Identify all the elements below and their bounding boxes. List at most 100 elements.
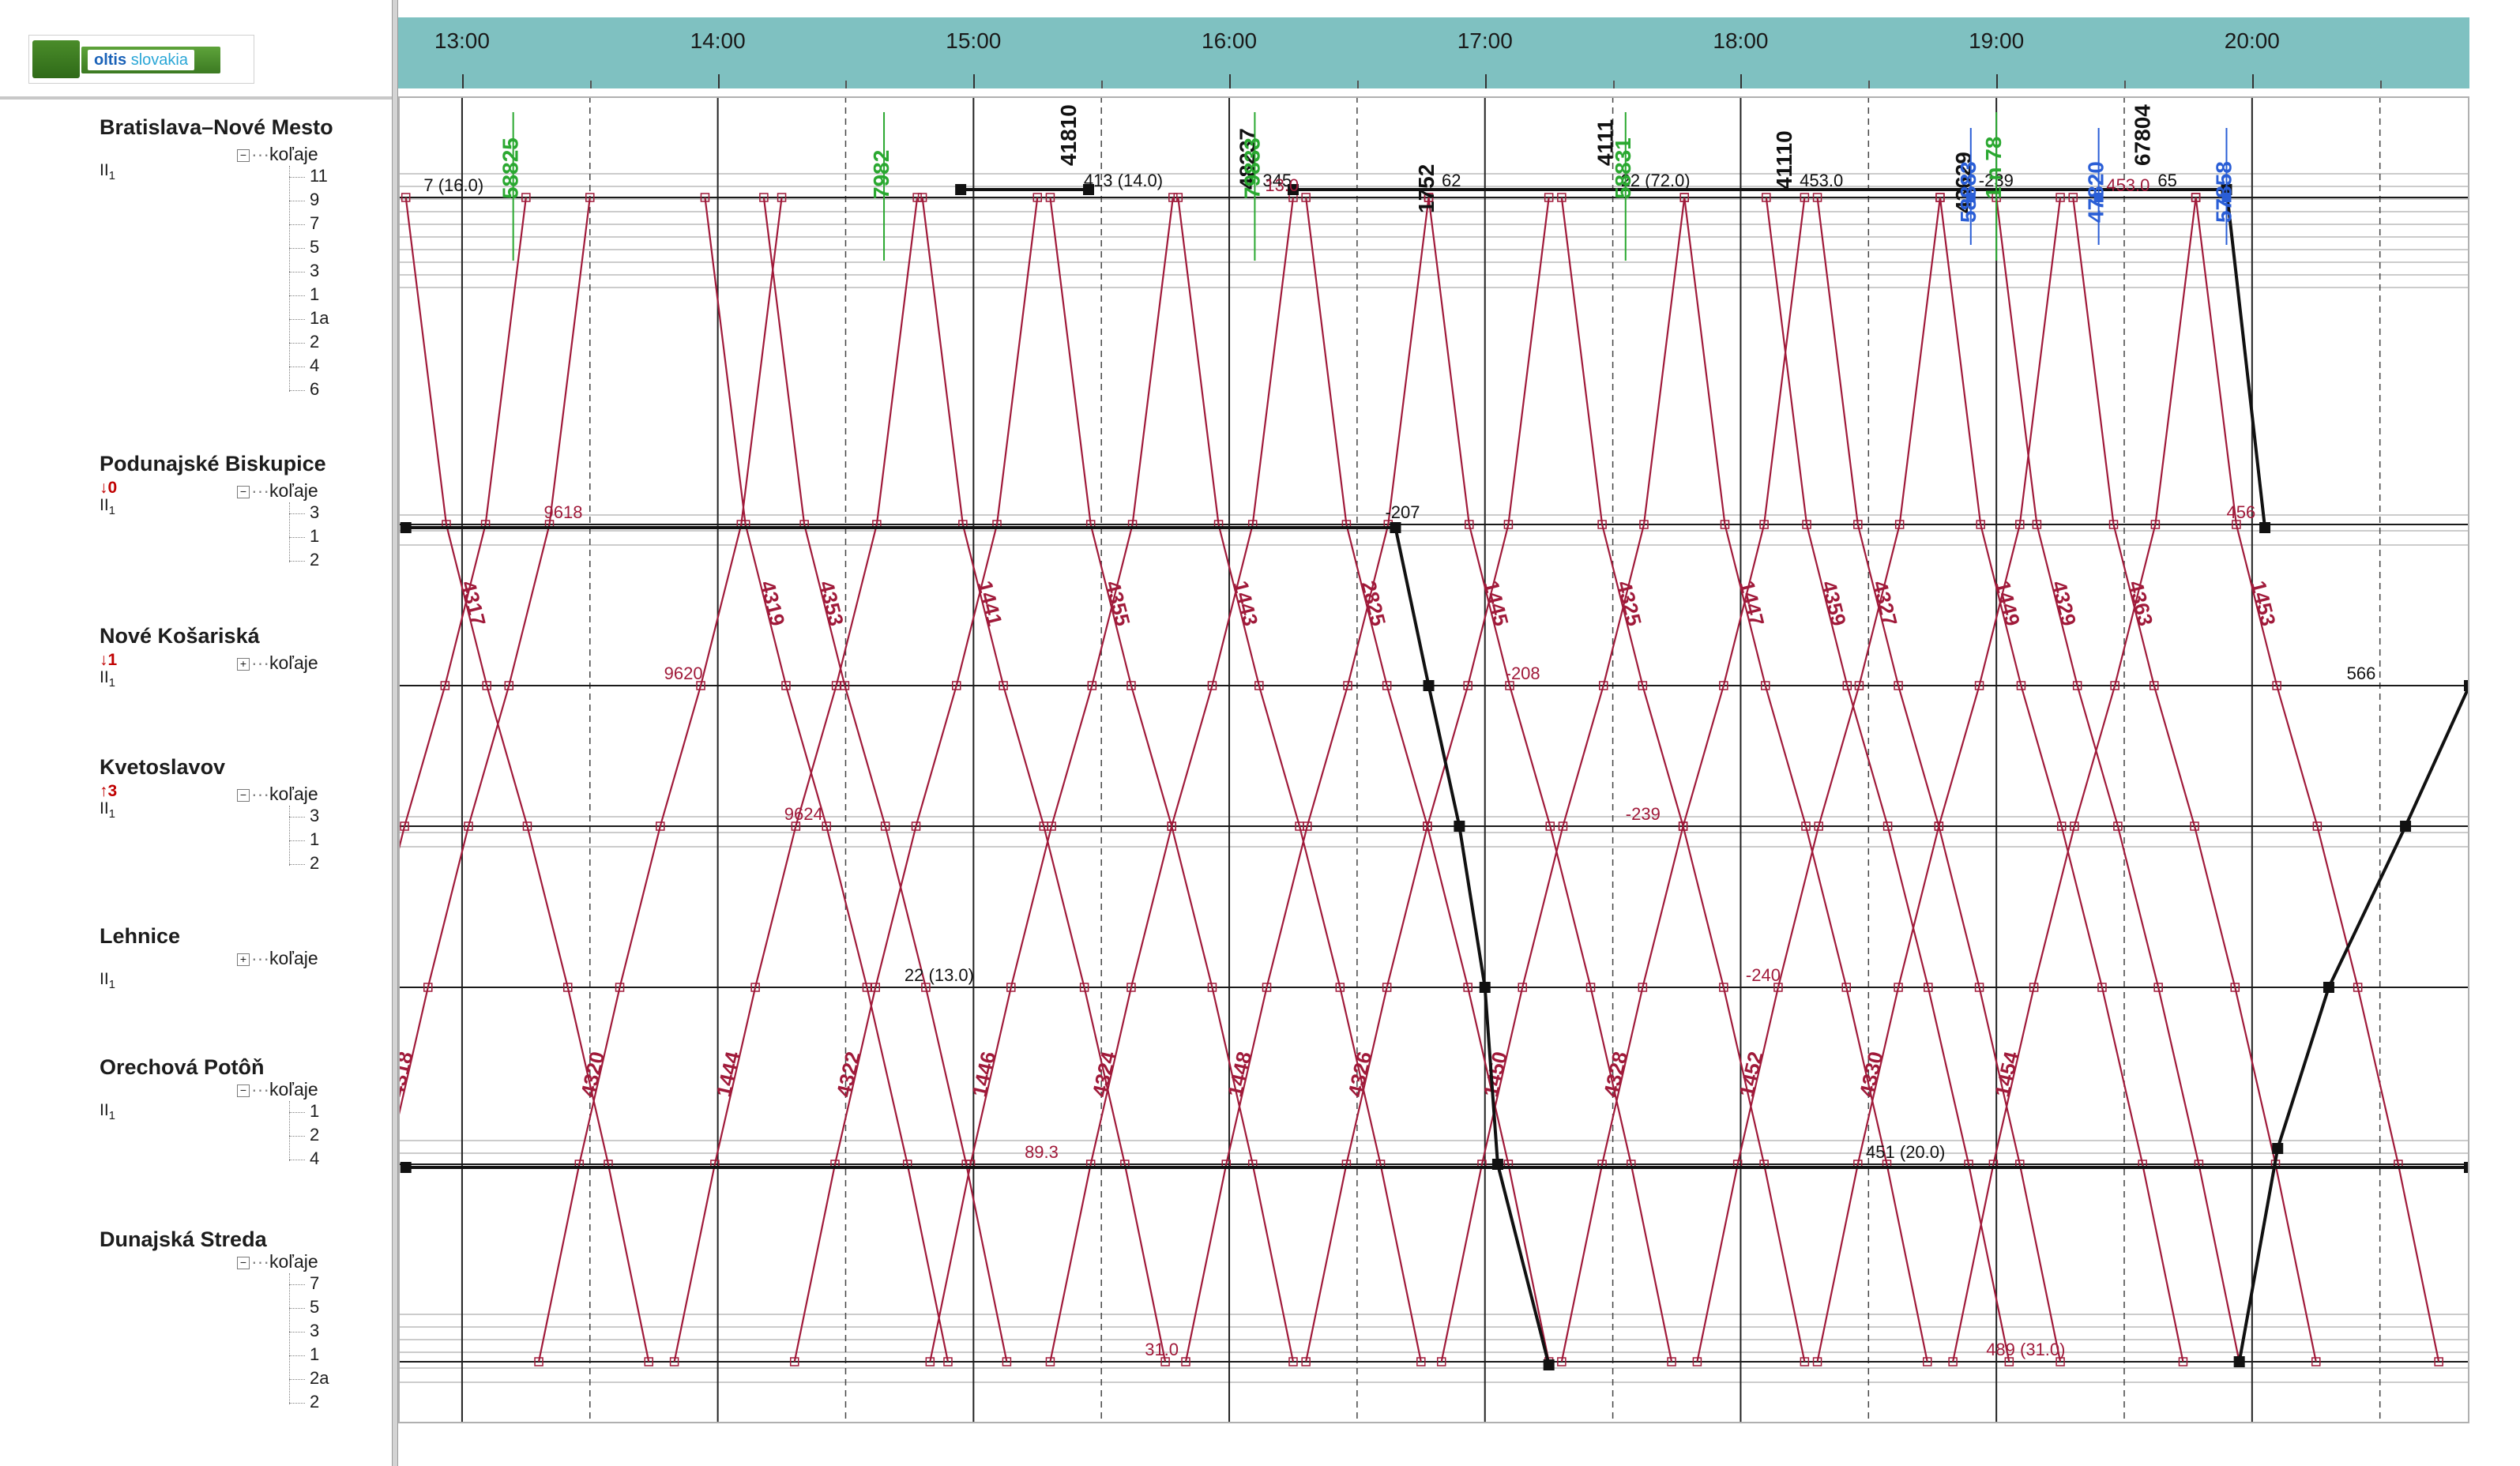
stop-marker [1087,681,1097,690]
tracks-tree-collapsed[interactable]: + ···koľaje [237,948,318,969]
train-path [921,197,1167,1363]
track-item[interactable]: 2a [289,1368,329,1392]
freight-stop-marker [2464,1162,2469,1173]
train-path [1816,197,2062,1363]
annotation-label: 451 (20.0) [1866,1142,1945,1162]
half-hour-tick [1101,81,1104,88]
track-item[interactable]: 4 [289,1148,319,1172]
stop-marker [2068,193,2078,202]
stop-marker [1505,681,1514,690]
stop-marker [2230,983,2240,992]
freight-stop-marker [1390,522,1401,533]
track-item[interactable]: 1 [289,284,319,308]
train-path [1049,197,1295,1363]
track-item[interactable]: 11 [289,166,328,190]
track-item[interactable]: 2 [289,853,319,877]
tracks-tree-collapsed[interactable]: + ···koľaje [237,652,318,674]
station-class-indicator: II1 [100,496,116,518]
track-item[interactable]: 9 [289,190,319,213]
stop-marker [2150,681,2159,690]
stop-marker [1801,821,1811,831]
track-item[interactable]: 2 [289,1125,319,1148]
stop-marker [1463,681,1473,690]
track-item[interactable]: 4 [289,355,319,379]
stop-marker [482,681,491,690]
tracks-tree-label: koľaje [269,948,318,968]
stop-marker [1335,983,1345,992]
stop-marker [1518,983,1527,992]
train-graph[interactable]: 4317 4319 4353 1441 4355 1443 2825 1445 4325 1447… [398,96,2469,1423]
stop-marker [2178,1357,2188,1366]
collapse-icon[interactable]: − [237,485,250,498]
expand-icon[interactable]: + [237,657,250,671]
tracks-tree-expanded[interactable]: − ···koľaje [237,480,318,502]
train-number-label: 4353 [814,578,848,628]
hour-label: 18:00 [1713,28,1769,53]
stop-marker [1262,983,1272,992]
track-item[interactable]: 2 [289,550,319,573]
blue-train-label: 57858 [2211,161,2236,223]
locomotive-icon [32,40,80,78]
stop-marker [1303,821,1312,831]
station-class-indicator: II1 [100,970,116,992]
freight-number-label: 41810 [1056,104,1081,166]
stop-marker [615,983,625,992]
tracks-tree-expanded[interactable]: − ···koľaje [237,144,318,165]
track-item[interactable]: 2 [289,1392,319,1415]
time-axis-header[interactable]: 13:00 14:00 15:00 16:00 17:00 18:00 19:00 20:00 [398,17,2469,88]
station-class-indicator: II1 [100,668,116,690]
track-item[interactable]: 7 [289,1273,319,1297]
tracks-tree-expanded[interactable]: − ···koľaje [237,1079,318,1100]
track-item[interactable]: 1a [289,308,329,332]
freight-stop-marker [2272,1143,2284,1154]
freight-info-label: 62 [1442,171,1461,190]
freight-stop-marker [955,184,967,195]
expand-icon[interactable]: + [237,953,250,966]
track-item[interactable]: 1 [289,829,319,853]
hour-tick [461,74,464,88]
freight-stop-marker [1423,680,1435,691]
track-item[interactable]: 7 [289,213,319,237]
track-item[interactable]: 3 [289,502,319,526]
collapse-icon[interactable]: − [237,788,250,802]
freight-stop-marker [2464,680,2469,691]
stop-marker [1812,193,1822,202]
train-graph-canvas[interactable]: 4317 4319 4353 1441 4355 1443 2825 1445 4325 1447… [398,96,2469,1423]
tracks-tree-expanded[interactable]: − ···koľaje [237,784,318,805]
train-number-label: 4319 [755,578,789,628]
splitter-handle[interactable] [392,0,398,1466]
train-number-label: 1441 [973,578,1007,628]
stop-marker [562,983,573,992]
half-hour-tick [1356,81,1359,88]
stop-marker [2070,821,2079,831]
stop-marker [1544,193,1554,202]
stop-marker [1288,1357,1298,1366]
track-item[interactable]: 2 [289,332,319,355]
stop-marker [871,983,880,992]
track-item[interactable]: 3 [289,806,319,829]
tree-connector-icon: ··· [251,652,269,673]
train-number-label: 1444 [712,1049,745,1100]
train-path [929,197,1174,1363]
stop-marker [1558,821,1568,831]
track-item[interactable]: 1 [289,1344,319,1368]
train-path [2195,197,2440,1363]
track-item[interactable]: 6 [289,379,319,403]
track-item[interactable]: 1 [289,1101,319,1125]
stop-marker [1416,1357,1426,1366]
stop-marker [1935,193,1945,202]
stop-marker [464,821,473,831]
station-name: Bratislava–Nové Mesto [100,115,333,139]
stop-marker [2232,520,2241,529]
track-item[interactable]: 1 [289,526,319,550]
collapse-icon[interactable]: − [237,148,250,162]
tracks-tree-expanded[interactable]: − ···koľaje [237,1251,318,1272]
stop-marker [2032,520,2042,529]
collapse-icon[interactable]: − [237,1256,250,1269]
track-item[interactable]: 5 [289,1297,319,1321]
track-item[interactable]: 3 [289,1321,319,1344]
stop-marker [1503,520,1514,529]
track-item[interactable]: 5 [289,237,319,261]
track-item[interactable]: 3 [289,261,319,284]
collapse-icon[interactable]: − [237,1084,250,1097]
